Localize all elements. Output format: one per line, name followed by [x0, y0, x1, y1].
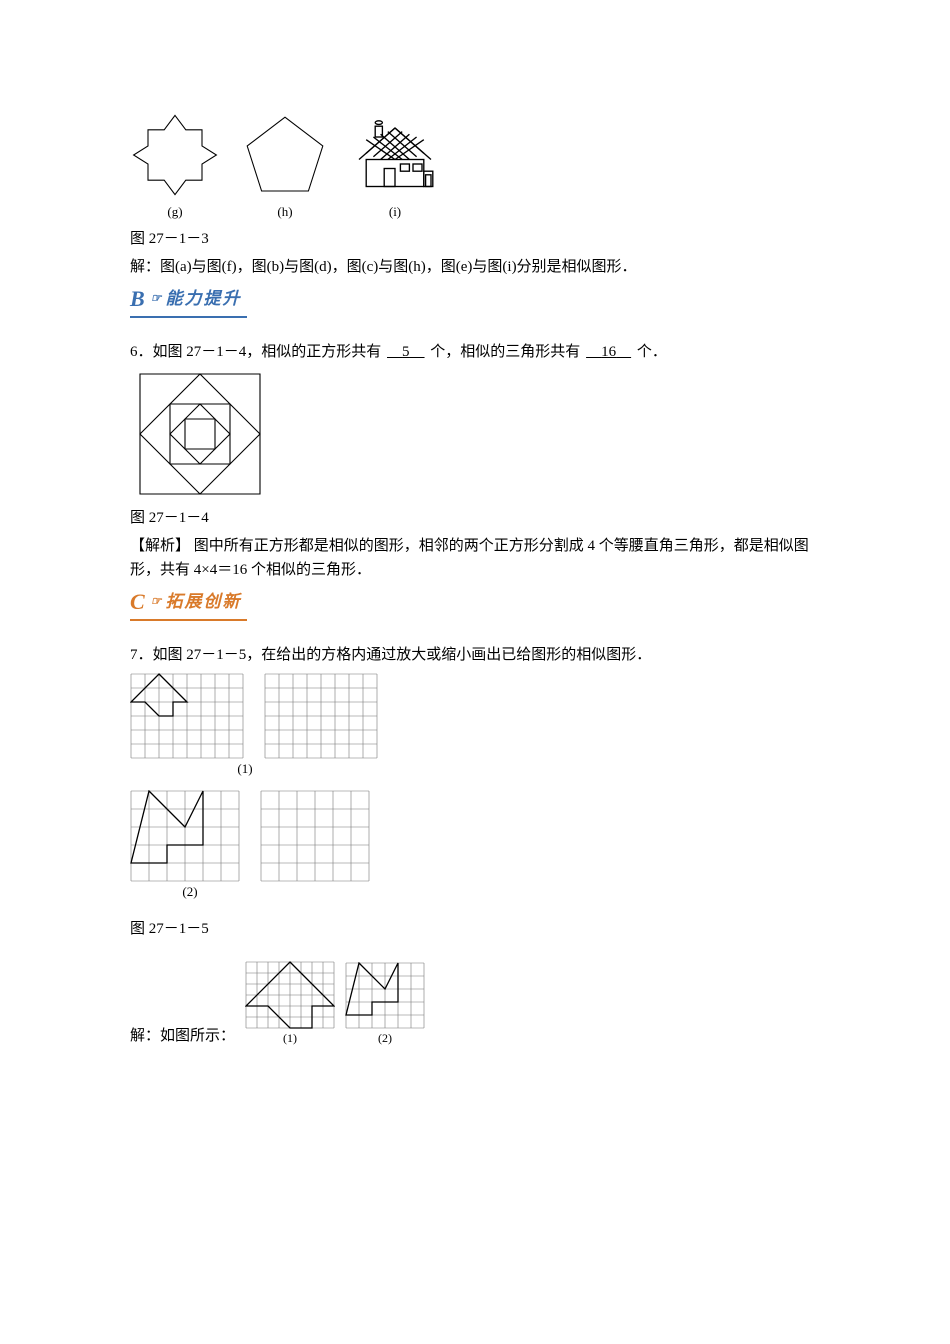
q6-prefix: 6．如图 27－1－4，相似的正方形共有 — [130, 344, 381, 360]
star-octagon — [130, 110, 220, 200]
solution-grid-1 — [245, 961, 335, 1029]
sol1-label: (1) — [245, 1029, 335, 1048]
shape-h: (h) — [240, 110, 330, 223]
fig-27-1-3-label: 图 27－1－3 — [130, 227, 820, 251]
house-icon — [350, 110, 440, 200]
banner-ability: B ☞ 能力提升 — [130, 281, 247, 318]
question-6: 6．如图 27－1－4，相似的正方形共有 5 个，相似的三角形共有 16 个． — [130, 340, 820, 364]
shape-i: (i) — [350, 110, 440, 223]
banner-extend: C ☞ 拓展创新 — [130, 584, 247, 621]
question-7: 7．如图 27－1－5，在给出的方格内通过放大或缩小画出已给图形的相似图形． — [130, 643, 820, 667]
fig-27-1-5-label: 图 27－1－5 — [130, 917, 820, 941]
q6-analysis: 【解析】 图中所有正方形都是相似的图形，相邻的两个正方形分割成 4 个等腰直角三… — [130, 534, 820, 582]
banner-c-letter: C — [130, 584, 147, 619]
top-shapes-row: (g) (h) — [130, 110, 820, 223]
grid-1b — [264, 673, 378, 759]
q6-suffix: 个． — [637, 344, 667, 360]
row1-label: (1) — [130, 759, 360, 780]
banner-b-letter: B — [130, 281, 147, 316]
hand-icon: ☞ — [151, 592, 164, 611]
banner-c-text: 拓展创新 — [165, 588, 241, 615]
label-g: (g) — [130, 202, 220, 223]
grid-1a — [130, 673, 244, 759]
q6-blank-1: 5 — [385, 344, 427, 360]
fig-27-1-4-label: 图 27－1－4 — [130, 506, 820, 530]
label-i: (i) — [350, 202, 440, 223]
pentagon — [240, 110, 330, 200]
q7-sol-prefix: 解：如图所示： — [130, 1024, 235, 1048]
grid-2a — [130, 790, 240, 882]
analysis-text: 图中所有正方形都是相似的图形，相邻的两个正方形分割成 4 个等腰直角三角形，都是… — [130, 538, 809, 578]
banner-b-text: 能力提升 — [165, 285, 241, 312]
q6-mid: 个，相似的三角形共有 — [430, 344, 580, 360]
q7-row-2 — [130, 790, 820, 882]
row2-label: (2) — [130, 882, 250, 903]
hand-icon: ☞ — [151, 289, 164, 308]
nested-squares-figure — [130, 364, 270, 504]
solution-grid-2 — [345, 962, 425, 1029]
q6-blank-2: 16 — [584, 344, 633, 360]
shape-g: (g) — [130, 110, 220, 223]
q7-row-1 — [130, 673, 820, 759]
q7-solution-row: 解：如图所示： (1) (2) — [130, 961, 820, 1048]
grid-2b — [260, 790, 370, 882]
fig3-solution: 解：图(a)与图(f)，图(b)与图(d)，图(c)与图(h)，图(e)与图(i… — [130, 255, 820, 279]
analysis-label: 【解析】 — [130, 538, 190, 554]
sol2-label: (2) — [345, 1029, 425, 1048]
label-h: (h) — [240, 202, 330, 223]
